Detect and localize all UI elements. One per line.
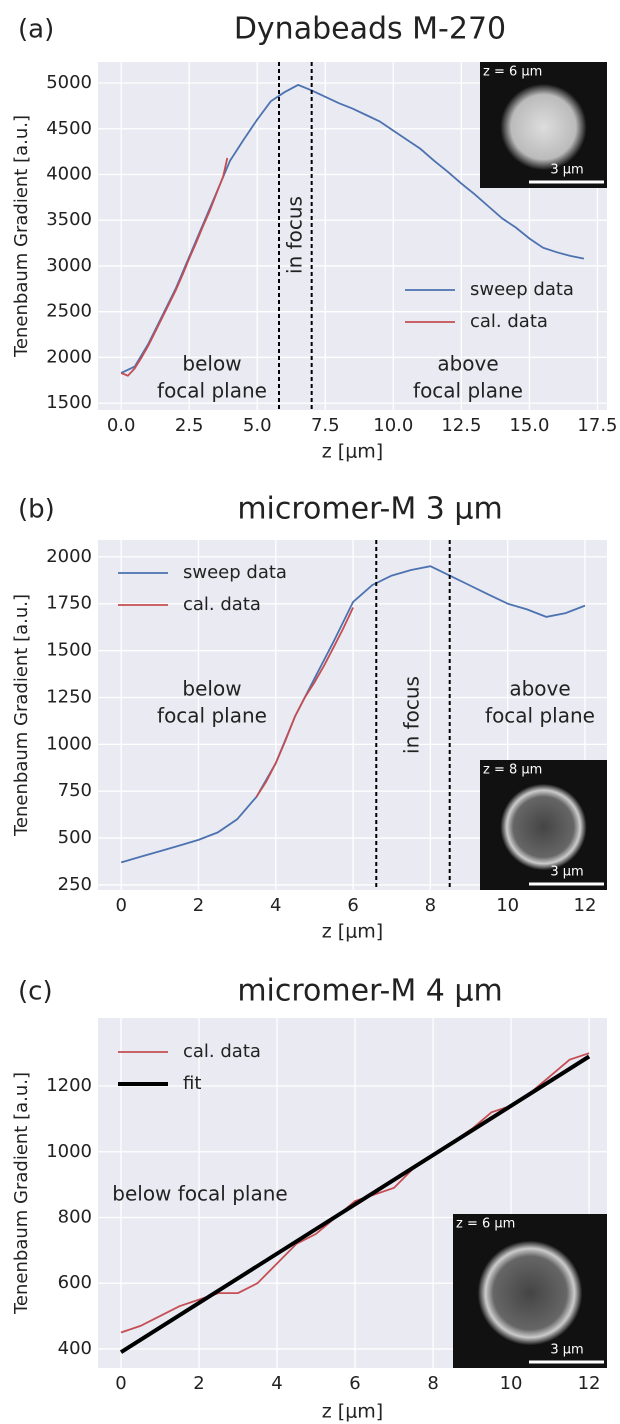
y-tick-label: 800 [58,1206,92,1227]
legend-label: cal. data [183,594,261,615]
y-tick-label: 1200 [46,1075,92,1096]
x-tick-label: 4 [271,1373,282,1394]
inset-bead [500,83,587,171]
annotation: focal plane [157,704,267,728]
y-tick-label: 3500 [46,209,92,230]
annotation: above [509,677,570,701]
inset-label: z = 6 µm [456,1217,515,1232]
x-tick-label: 12 [574,895,597,916]
series-line [255,607,354,798]
y-tick-label: 1500 [46,392,92,413]
series-line [120,565,586,864]
x-tick-label: 5.0 [243,415,272,436]
annotation: below [182,352,241,376]
x-tick-label: 12.5 [441,415,481,436]
x-tick-label: 6 [349,1373,360,1394]
x-tick-label: 2 [193,895,204,916]
y-tick-label: 4500 [46,118,92,139]
inset-bead [500,783,587,871]
y-tick-label: 3000 [46,255,92,276]
annotation: above [437,352,498,376]
scale-label: 3 µm [550,163,583,178]
series-line [119,1054,591,1354]
legend-label: sweep data [183,562,287,583]
y-tick-label: 1500 [46,640,92,661]
x-axis-label: z [μm] [322,1401,383,1423]
x-tick-label: 12 [578,1373,601,1394]
annotation: focal plane [485,704,595,728]
x-axis-label: z [μm] [322,921,383,943]
annotation: in focus [400,676,424,754]
inset-label: z = 6 µm [483,65,542,80]
y-tick-label: 2000 [46,346,92,367]
series-line [120,157,229,377]
x-tick-label: 0 [115,1373,126,1394]
inset-bead [477,1240,583,1346]
x-tick-label: 2.5 [175,415,204,436]
x-tick-label: 8 [425,895,436,916]
x-tick-label: 4 [270,895,281,916]
annotation: focal plane [157,379,267,403]
y-tick-label: 2000 [46,546,92,567]
x-tick-label: 7.5 [311,415,340,436]
annotation: below focal plane [112,1182,287,1206]
y-tick-label: 500 [58,827,92,848]
legend-label: sweep data [470,279,574,300]
y-tick-label: 1250 [46,686,92,707]
y-tick-label: 250 [58,874,92,895]
y-axis-label: Tenenbaum Gradient [a.u.] [11,115,32,358]
legend-label: cal. data [183,1041,261,1062]
scale-label: 3 µm [550,1343,583,1358]
panel-label: (a) [18,15,54,45]
inset-label: z = 8 µm [483,763,542,778]
x-tick-label: 10.0 [373,415,413,436]
legend-label: cal. data [470,311,548,332]
chart-title: micromer-M 4 μm [237,974,502,1009]
annotation: focal plane [413,379,523,403]
y-tick-label: 1750 [46,593,92,614]
x-tick-label: 0.0 [107,415,136,436]
y-tick-label: 5000 [46,72,92,93]
chart-title: micromer-M 3 μm [237,492,502,527]
x-tick-label: 10 [496,895,519,916]
y-axis-label: Tenenbaum Gradient [a.u.] [11,594,32,837]
y-tick-label: 2500 [46,301,92,322]
panel-label: (b) [18,495,55,525]
legend-label: fit [183,1073,201,1094]
chart-title: Dynabeads M-270 [234,12,506,47]
y-axis-label: Tenenbaum Gradient [a.u.] [11,1072,32,1315]
scale-label: 3 µm [550,865,583,880]
y-tick-label: 750 [58,780,92,801]
x-axis-label: z [μm] [322,441,383,463]
y-tick-label: 4000 [46,163,92,184]
panel-label: (c) [18,977,53,1007]
y-tick-label: 400 [58,1338,92,1359]
x-tick-label: 10 [500,1373,523,1394]
annotation: below [182,677,241,701]
y-tick-label: 1000 [46,1141,92,1162]
x-tick-label: 0 [115,895,126,916]
annotation: in focus [283,196,307,274]
y-tick-label: 1000 [46,733,92,754]
x-tick-label: 6 [347,895,358,916]
x-tick-label: 15.0 [509,415,549,436]
y-tick-label: 600 [58,1272,92,1293]
x-tick-label: 17.5 [577,415,617,436]
x-tick-label: 2 [193,1373,204,1394]
x-tick-label: 8 [427,1373,438,1394]
